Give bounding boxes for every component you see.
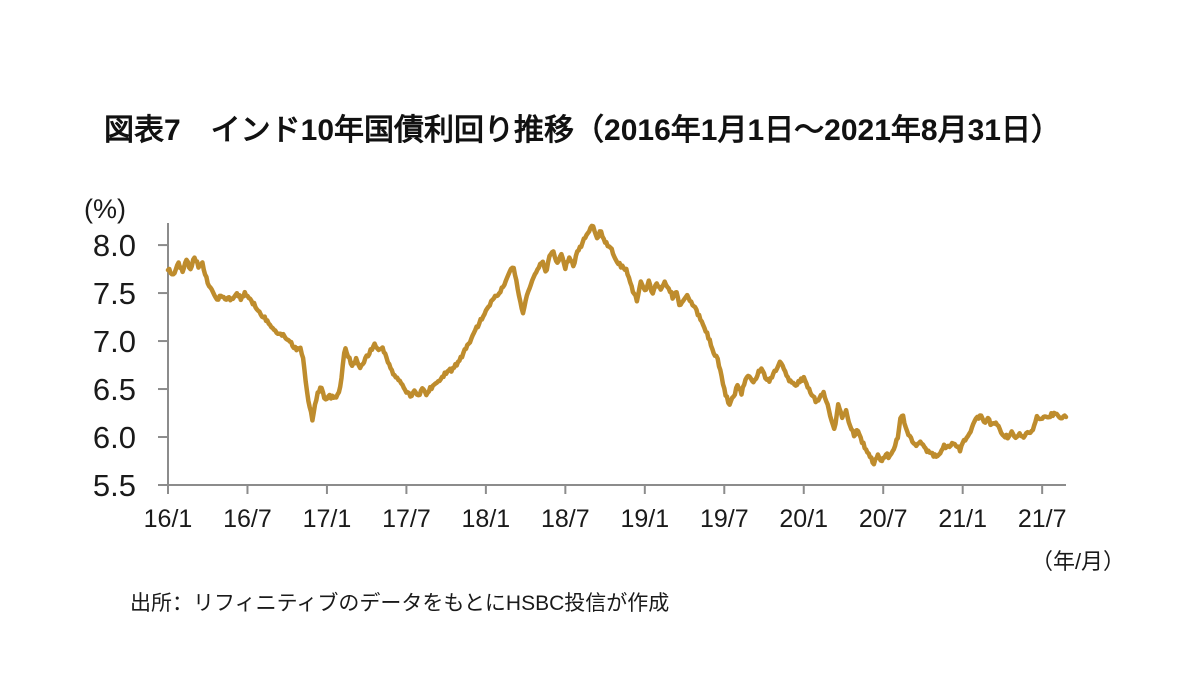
x-tick-label: 18/1 [462,505,511,533]
x-tick-label: 20/1 [779,505,828,533]
x-tick-label: 19/1 [620,505,669,533]
yield-series-line [165,223,1069,467]
x-tick-label: 18/7 [541,505,590,533]
x-tick-label: 21/1 [938,505,987,533]
x-axis-unit-label: （年/月） [1030,549,1126,574]
x-tick-label: 16/1 [144,505,193,533]
source-note: 出所：リフィニティブのデータをもとにHSBC投信が作成 [130,592,670,615]
x-tick-label: 21/7 [1018,505,1067,533]
y-tick-label: 8.0 [93,228,136,263]
y-tick-labels: 8.0 7.5 7.0 6.5 6.0 5.5 [93,228,168,503]
y-axis-unit-label: (%) [84,194,126,224]
x-tick-label: 19/7 [700,505,749,533]
y-tick-label: 6.5 [93,372,136,407]
y-tick-label: 7.0 [93,324,136,359]
x-tick-label: 16/7 [223,505,272,533]
x-tick-label: 20/7 [859,505,908,533]
figure-title: 図表7 インド10年国債利回り推移（2016年1月1日～2021年8月31日） [104,114,1061,147]
y-tick-label: 6.0 [93,420,136,455]
x-tick-label: 17/1 [303,505,352,533]
y-tick-label: 7.5 [93,276,136,311]
x-tick-label: 17/7 [382,505,431,533]
x-tick-labels: 16/1 16/7 17/1 17/7 18/1 18/7 19/1 19/7 20/1 20/7… [144,485,1067,533]
yield-line [165,223,1069,467]
y-tick-label: 5.5 [93,468,136,503]
